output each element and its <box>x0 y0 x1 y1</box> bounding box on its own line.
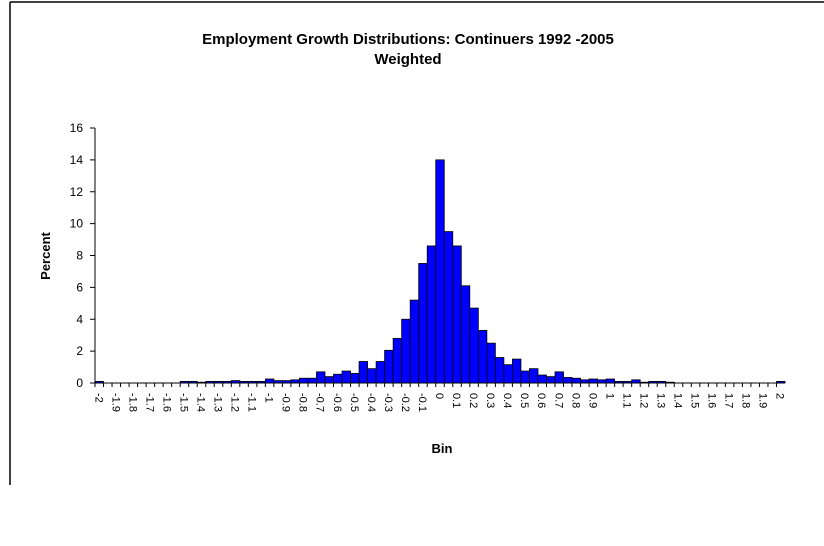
x-tick-label: -0.6 <box>331 393 343 412</box>
x-tick-label: 1.6 <box>706 393 718 408</box>
bar <box>401 318 411 384</box>
x-tick-label: -0.1 <box>416 393 428 412</box>
chart-title: Employment Growth Distributions: Continu… <box>202 31 614 48</box>
y-axis-title: Percent <box>38 231 53 279</box>
x-tick-label: 1 <box>603 393 615 399</box>
x-tick-label: -1.5 <box>177 393 189 412</box>
y-tick-label: 4 <box>76 312 83 326</box>
x-tick-label: -0.7 <box>314 393 326 412</box>
x-tick-label: 1.9 <box>757 393 769 408</box>
bar <box>426 245 437 384</box>
x-tick-label: -1.6 <box>160 393 172 412</box>
bar <box>486 342 496 384</box>
bar <box>469 307 479 384</box>
x-tick-label: -1.9 <box>109 393 121 412</box>
x-tick-label: 1.4 <box>672 393 684 408</box>
x-tick-label: -0.5 <box>348 393 360 412</box>
y-tick-label: 12 <box>70 185 84 199</box>
x-tick-label: -1.2 <box>229 393 241 412</box>
x-tick-label: 1.5 <box>689 393 701 408</box>
x-tick-label: 0.5 <box>518 393 530 408</box>
bar <box>477 330 488 384</box>
x-tick-label: 0.7 <box>552 393 564 408</box>
x-tick-label: -1.1 <box>246 393 258 412</box>
x-tick-label: -1 <box>263 393 275 403</box>
x-tick-label: 0.1 <box>450 393 462 408</box>
x-axis-title: Bin <box>432 441 453 456</box>
x-tick-label: 1.8 <box>740 393 752 408</box>
x-tick-label: -1.7 <box>143 393 155 412</box>
bar <box>554 371 564 384</box>
bar <box>537 374 547 384</box>
y-tick-label: 14 <box>70 153 84 167</box>
x-tick-label: 1.2 <box>637 393 649 408</box>
x-tick-label: 0.8 <box>569 393 581 408</box>
x-tick-label: -0.2 <box>399 393 411 412</box>
bar <box>375 361 386 384</box>
x-tick-label: -0.9 <box>280 393 292 412</box>
x-tick-label: -1.3 <box>212 393 224 412</box>
x-tick-label: -0.3 <box>382 393 394 412</box>
x-tick-label: 0.9 <box>586 393 598 408</box>
bar <box>367 368 377 384</box>
x-tick-label: -1.4 <box>194 393 206 412</box>
bar <box>358 361 368 384</box>
bar <box>588 378 598 384</box>
x-tick-label: -2 <box>92 393 104 403</box>
bar <box>443 231 454 384</box>
bar <box>452 245 462 384</box>
bar <box>529 368 539 384</box>
x-tick-label: -0.8 <box>297 393 309 412</box>
bar <box>435 159 445 384</box>
y-tick-label: 6 <box>76 280 83 294</box>
bar <box>333 373 343 384</box>
bar <box>571 377 581 384</box>
x-tick-label: 0.3 <box>484 393 496 408</box>
x-tick-label: 1.3 <box>654 393 666 408</box>
bar <box>316 371 326 384</box>
bar <box>384 349 394 384</box>
x-tick-label: 1.1 <box>620 393 632 408</box>
y-tick-label: 10 <box>70 217 84 231</box>
bar <box>605 378 616 384</box>
bar <box>324 376 334 384</box>
x-tick-label: 1.7 <box>723 393 735 408</box>
bar <box>409 299 420 384</box>
x-tick-label: -0.4 <box>365 393 377 412</box>
bar <box>418 263 428 384</box>
x-tick-label: 0 <box>433 393 445 399</box>
bar <box>392 337 403 384</box>
bar <box>341 370 351 384</box>
y-tick-label: 2 <box>76 344 83 358</box>
y-tick-label: 0 <box>76 376 83 390</box>
x-tick-label: 0.2 <box>467 393 479 408</box>
bar <box>307 377 317 384</box>
bar <box>264 378 275 384</box>
x-tick-label: -1.8 <box>126 393 138 412</box>
bar <box>563 377 573 384</box>
y-tick-label: 16 <box>70 121 84 135</box>
bar <box>503 364 513 384</box>
bar <box>520 370 530 384</box>
x-tick-label: 0.6 <box>535 393 547 408</box>
bar <box>546 376 556 384</box>
bar <box>460 285 471 384</box>
chart-subtitle: Weighted <box>374 51 441 68</box>
bar <box>494 357 505 384</box>
x-tick-label: 0.4 <box>501 393 513 408</box>
bar <box>299 377 309 384</box>
bar <box>350 373 360 384</box>
bar <box>512 358 522 384</box>
x-tick-label: 2 <box>774 393 786 399</box>
y-tick-label: 8 <box>76 249 83 263</box>
